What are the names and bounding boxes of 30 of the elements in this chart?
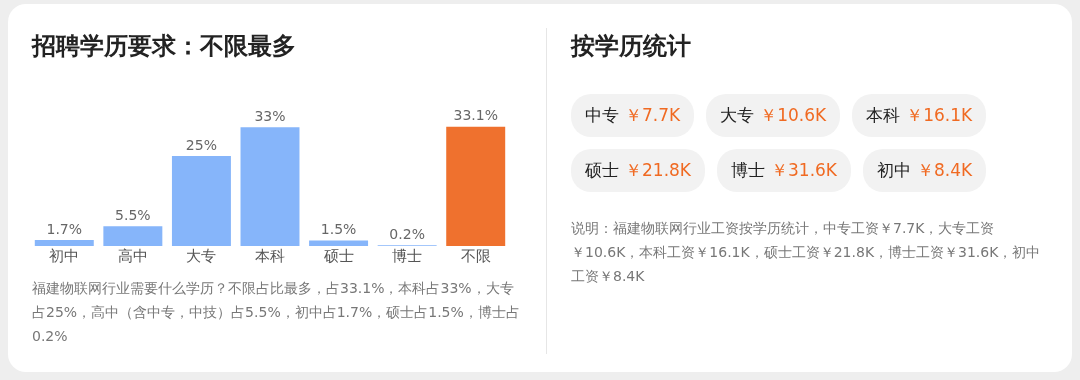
data-label: 5.5% — [115, 206, 151, 223]
x-tick-label: 博士 — [392, 246, 423, 265]
chart-title: 招聘学历要求：不限最多 — [32, 31, 296, 62]
category-label: 本科 — [866, 105, 901, 125]
text: ￥31.6K — [771, 160, 837, 180]
data-label: 33.1% — [453, 107, 498, 124]
text: ￥21.8K — [625, 160, 691, 180]
category-label: 硕士 — [585, 160, 619, 180]
text: 说明：福建物联网行业工资按学历统计，中专工资￥7.7K，大专工资￥10.6K，本科工资￥16.1K，硕士工资￥21.8K，博士工资￥31.6K，初中工资￥8.4K — [571, 219, 1041, 286]
x-tick-label: 高中 — [117, 246, 148, 265]
data-label: 1.5% — [320, 221, 357, 238]
data-label: 33% — [254, 107, 286, 124]
text: ￥16.1K — [906, 105, 973, 125]
text: ￥7.7K — [625, 105, 681, 125]
category-label: 大专 — [720, 105, 755, 125]
text: ￥8.4K — [917, 160, 973, 180]
category-label: 初中 — [877, 160, 911, 180]
data-label: 0.2% — [389, 225, 425, 242]
x-tick-label: 不限 — [460, 246, 491, 265]
data-label: 25% — [185, 136, 217, 153]
x-tick-label: 初中 — [49, 246, 80, 265]
category-label: 博士 — [731, 160, 765, 180]
x-tick-label: 本科 — [255, 246, 285, 265]
category-label: 中专 — [585, 105, 619, 125]
data-label: 1.7% — [46, 220, 83, 237]
text: 福建物联网行业需要什么学历？不限占比最多，占33.1%，本科占33%，大专占25%，高中（含中专，中技）占5.5%，初中占1.7%，硕士占1.5%，博士占0.2% — [32, 279, 521, 346]
x-tick-label: 大专 — [186, 246, 217, 265]
x-tick-label: 硕士 — [322, 246, 354, 265]
text: 按学历统计 — [571, 31, 691, 62]
text: ￥10.6K — [760, 105, 827, 125]
